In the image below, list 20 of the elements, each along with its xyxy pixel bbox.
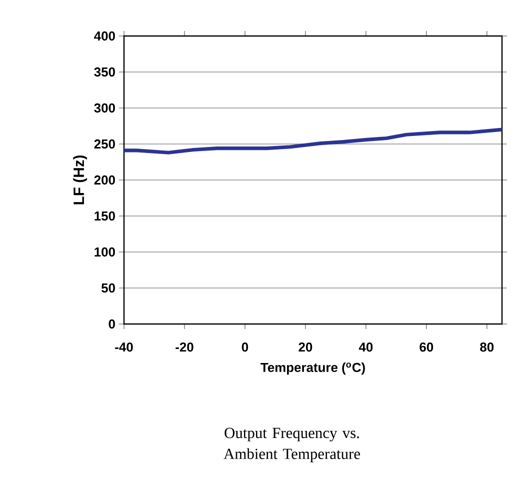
line-series xyxy=(124,128,502,154)
x-tick-label: -20 xyxy=(176,342,194,352)
y-tick-label: 400 xyxy=(94,31,115,41)
y-tick-label: 200 xyxy=(94,175,115,185)
text: Output Frequency vs. Ambient Temperature xyxy=(224,428,360,462)
y-tick-label: 150 xyxy=(94,211,115,221)
x-tick-label: 0 xyxy=(242,342,248,352)
x-tick-label: -40 xyxy=(115,342,133,352)
y-tick-label: 250 xyxy=(94,139,115,149)
x-tick-label: 60 xyxy=(420,342,434,352)
y-tick-label: 50 xyxy=(101,283,115,293)
x-tick-label: 40 xyxy=(358,342,373,352)
x-axis-title: Temperature ($^{o}$C) xyxy=(260,362,365,375)
y-tick-label: 300 xyxy=(94,103,115,113)
y-tick-label: 350 xyxy=(94,67,115,77)
x-tick-label: 80 xyxy=(480,342,494,352)
x-tick-label: 20 xyxy=(298,342,312,352)
y-axis-title: LF (Hz) xyxy=(73,155,88,204)
y-tick-label: 100 xyxy=(94,247,115,257)
y-tick-label: 0 xyxy=(108,319,115,329)
